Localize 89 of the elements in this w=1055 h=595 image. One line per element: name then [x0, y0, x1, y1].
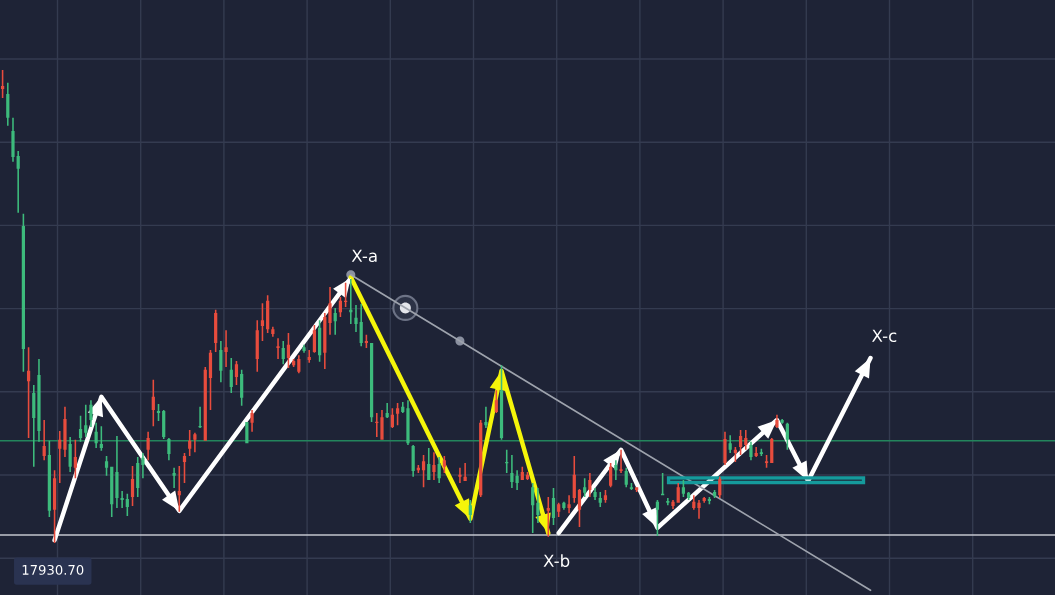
candlestick	[572, 455, 576, 503]
candlestick	[333, 307, 337, 335]
candlestick	[136, 456, 140, 498]
candlestick	[89, 400, 93, 428]
candlestick	[250, 410, 254, 432]
candlestick	[567, 495, 571, 514]
candlestick	[359, 304, 363, 347]
candlestick	[749, 441, 753, 461]
annotation: X-a	[351, 249, 377, 263]
annotation: X-c	[872, 329, 897, 343]
candlestick	[754, 446, 758, 457]
candlestick	[297, 355, 301, 374]
candlestick	[775, 414, 779, 429]
candlestick	[432, 452, 436, 481]
candlestick	[141, 453, 145, 479]
candlestick	[770, 437, 774, 464]
candlestick	[307, 350, 311, 363]
candlestick	[193, 432, 197, 453]
candlestick	[369, 342, 374, 422]
candlestick	[536, 488, 540, 524]
candlestick	[255, 320, 259, 372]
text: 17930.70	[22, 564, 84, 575]
candlestick	[666, 498, 670, 506]
candlestick	[245, 421, 249, 444]
candlestick	[115, 436, 119, 508]
candlestick	[349, 279, 353, 324]
candlestick	[6, 82, 10, 126]
candlestick	[16, 150, 20, 213]
candlestick	[676, 482, 680, 503]
candlestick	[484, 406, 488, 429]
candlestick	[42, 420, 46, 461]
candlestick	[162, 410, 166, 439]
candlestick	[63, 406, 67, 457]
text: X-b	[543, 554, 570, 568]
candlestick	[718, 476, 722, 499]
candlestick	[198, 406, 202, 429]
candlestick	[744, 429, 748, 450]
candlestick	[780, 419, 784, 424]
candlestick	[671, 499, 675, 509]
candlestick	[328, 287, 332, 335]
candlestick	[276, 338, 280, 359]
candlestick	[635, 487, 639, 492]
candlestick	[219, 341, 223, 383]
candlestick	[11, 117, 15, 162]
candlestick	[271, 326, 275, 337]
candlestick	[354, 305, 358, 333]
candlestick	[32, 385, 36, 467]
candlestick	[385, 402, 389, 419]
candlestick	[411, 445, 415, 477]
candlestick	[120, 490, 124, 508]
candlestick	[375, 412, 379, 438]
candlestick	[224, 330, 228, 368]
candlestick	[588, 472, 592, 498]
candlestick	[614, 460, 618, 481]
candlestick	[702, 497, 706, 503]
candlestick	[458, 467, 462, 483]
candlestick	[562, 501, 566, 510]
candlestick	[479, 420, 483, 498]
candlestick	[302, 344, 306, 353]
candlestick	[68, 437, 72, 473]
candlestick	[110, 466, 114, 517]
candlestick	[94, 422, 98, 448]
candlestick	[624, 467, 628, 488]
candlestick	[609, 463, 613, 488]
candlestick	[619, 449, 623, 473]
candlestick	[37, 358, 41, 442]
candlestick	[167, 437, 171, 461]
candlestick	[728, 435, 732, 454]
candlestick	[723, 431, 727, 465]
candlestick	[229, 358, 233, 394]
candlestick	[427, 447, 431, 481]
candlestick	[21, 213, 25, 372]
candlestick	[401, 402, 405, 413]
candlestick	[598, 491, 602, 508]
candlestick	[463, 463, 467, 482]
candlestick	[281, 341, 285, 365]
candlestick	[697, 499, 701, 519]
candlestick	[406, 400, 410, 446]
candlestick	[323, 313, 327, 369]
candlestick	[146, 431, 150, 461]
candlestick	[84, 404, 88, 438]
candlestick	[312, 324, 317, 353]
candlestick	[58, 430, 62, 483]
candlestick	[437, 456, 441, 483]
candlestick	[380, 410, 384, 440]
candlestick	[203, 367, 207, 441]
candlestick	[172, 467, 176, 489]
candlestick	[692, 495, 696, 510]
candlestick	[593, 488, 597, 500]
